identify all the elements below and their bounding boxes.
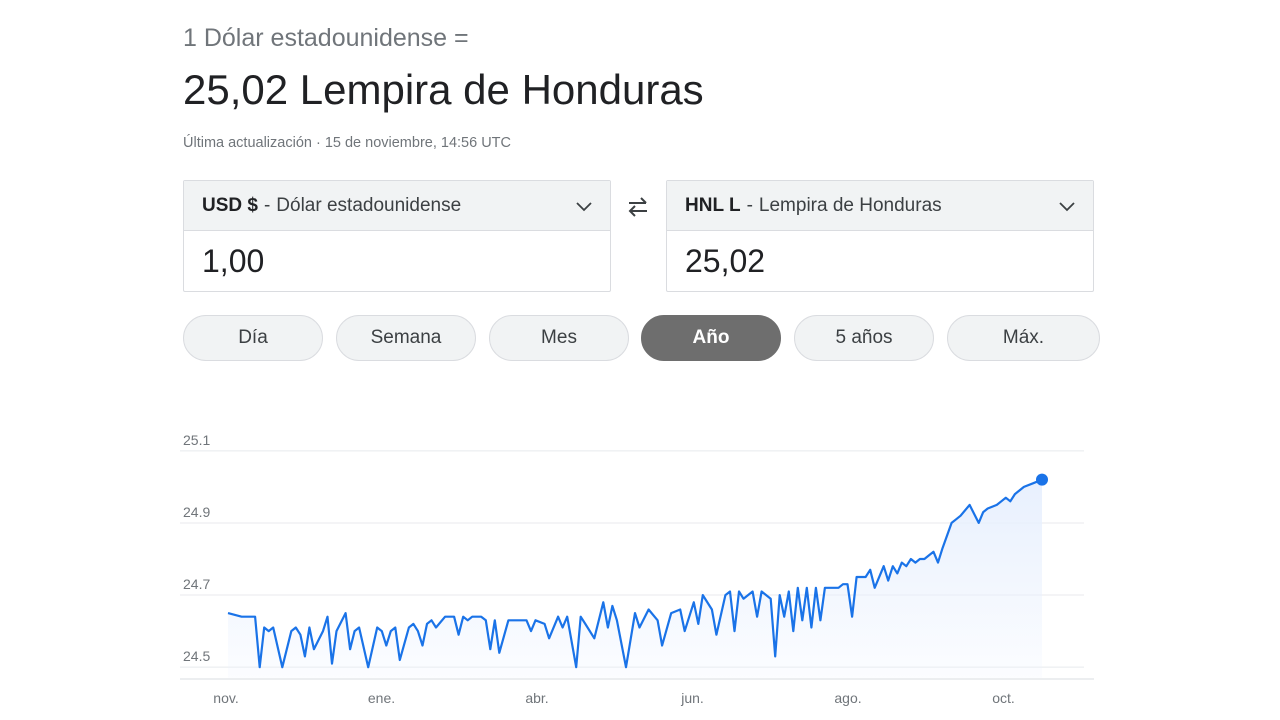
x-axis-labels: nov. ene. abr. jun. ago. oct. [213, 690, 1015, 706]
exchange-rate-chart[interactable]: 25.1 24.9 24.7 24.5 nov. ene. abr. jun. ago. oct… [170, 410, 1100, 715]
from-summary: 1 Dólar estadounidense = [183, 24, 469, 52]
chart-area [228, 479, 1042, 678]
y-tick-label: 25.1 [183, 432, 210, 448]
range-tab-max[interactable]: Máx. [947, 315, 1100, 361]
chart-line [227, 478, 1043, 669]
range-tab-5-years[interactable]: 5 años [794, 315, 934, 361]
from-currency-box: USD $ - Dólar estadounidense 1,00 [183, 180, 611, 292]
chevron-down-icon [576, 202, 592, 212]
from-amount-input[interactable]: 1,00 [202, 242, 265, 279]
range-tab-year[interactable]: Año [641, 315, 781, 361]
y-tick-label: 24.9 [183, 504, 210, 520]
x-tick-label: ago. [834, 690, 861, 706]
range-tab-day[interactable]: Día [183, 315, 323, 361]
x-tick-label: nov. [213, 690, 238, 706]
swap-icon[interactable] [624, 193, 652, 221]
from-currency-code: USD $ [202, 194, 258, 216]
x-tick-label: abr. [525, 690, 548, 706]
to-amount-input[interactable]: 25,02 [685, 242, 766, 279]
to-currency-name: Lempira de Honduras [758, 194, 942, 216]
y-tick-label: 24.7 [183, 576, 210, 592]
from-currency-name: Dólar estadounidense [276, 194, 462, 216]
from-currency-select[interactable]: USD $ - Dólar estadounidense [184, 181, 610, 231]
to-currency-code: HNL L [685, 194, 741, 216]
x-tick-label: ene. [368, 690, 395, 706]
to-currency-box: HNL L - Lempira de Honduras 25,02 [666, 180, 1094, 292]
conversion-result: 25,02 Lempira de Honduras [183, 66, 704, 113]
x-tick-label: oct. [992, 690, 1015, 706]
range-tab-week[interactable]: Semana [336, 315, 476, 361]
to-currency-select[interactable]: HNL L - Lempira de Honduras [667, 181, 1093, 231]
x-tick-label: jun. [680, 690, 704, 706]
chevron-down-icon [1059, 202, 1075, 212]
last-updated: Última actualización · 15 de noviembre, … [183, 135, 512, 151]
y-tick-label: 24.5 [183, 648, 210, 664]
y-axis-labels: 25.1 24.9 24.7 24.5 [183, 432, 210, 664]
current-value-dot [1036, 473, 1048, 486]
range-tab-month[interactable]: Mes [489, 315, 629, 361]
